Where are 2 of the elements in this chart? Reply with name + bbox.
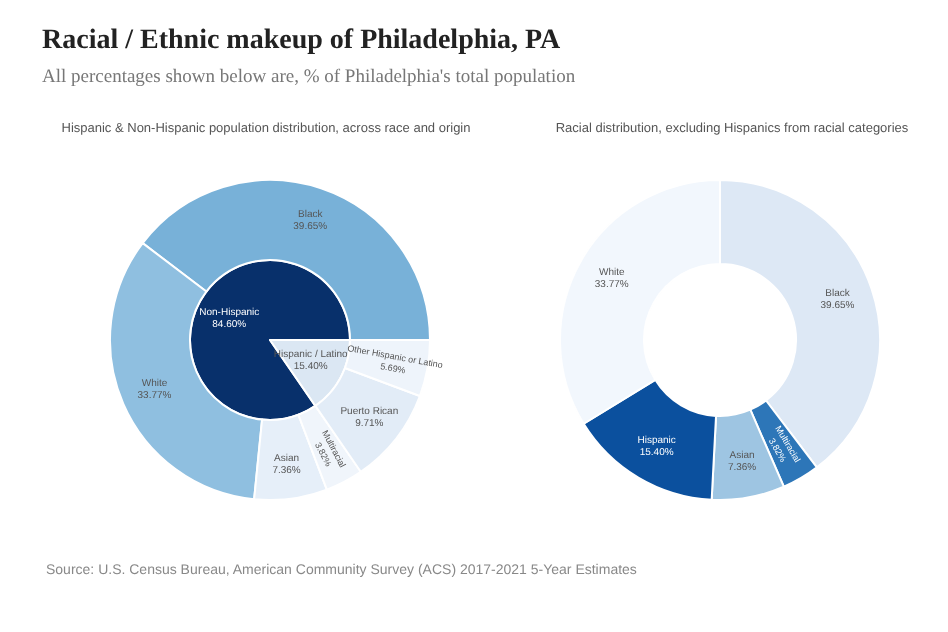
chart-subtitle: All percentages shown below are, % of Philadelphia's total population [42, 68, 576, 88]
chart-title: Racial / Ethnic makeup of Philadelphia, PA [42, 26, 561, 58]
